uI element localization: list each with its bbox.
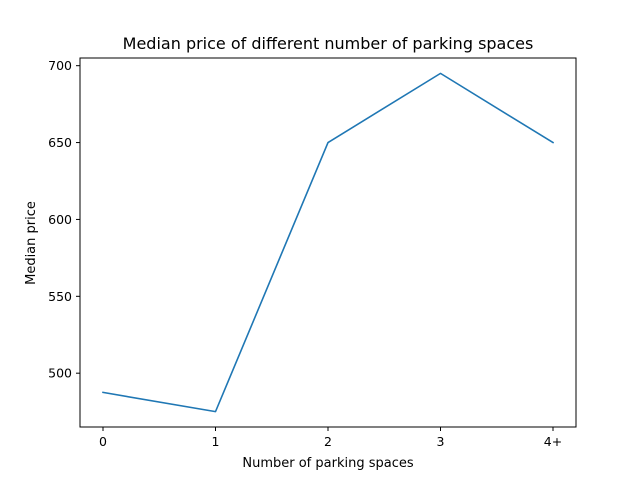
series-layer (102, 72, 555, 413)
x-axis-label: Number of parking spaces (242, 456, 413, 471)
x-tick-label: 3 (437, 434, 445, 449)
plot-area: 500 550 600 650 700 0 1 2 3 4+ (48, 57, 577, 449)
x-tick-label: 2 (324, 434, 332, 449)
y-tick-label: 500 (48, 366, 72, 381)
chart-title: Median price of different number of park… (123, 34, 534, 53)
x-tick-label: 1 (212, 434, 220, 449)
y-tick-label: 600 (48, 212, 72, 227)
x-tick-label: 0 (99, 434, 107, 449)
x-axis-ticks: 0 1 2 3 4+ (99, 427, 562, 449)
y-tick-label: 550 (48, 289, 72, 304)
x-tick-label: 4+ (544, 434, 562, 449)
y-axis-label: Median price (24, 201, 39, 285)
series-line (102, 72, 555, 413)
y-tick-label: 650 (48, 135, 72, 150)
plot-frame (79, 57, 577, 428)
y-axis-ticks: 500 550 600 650 700 (48, 58, 80, 381)
y-tick-label: 700 (48, 58, 72, 73)
